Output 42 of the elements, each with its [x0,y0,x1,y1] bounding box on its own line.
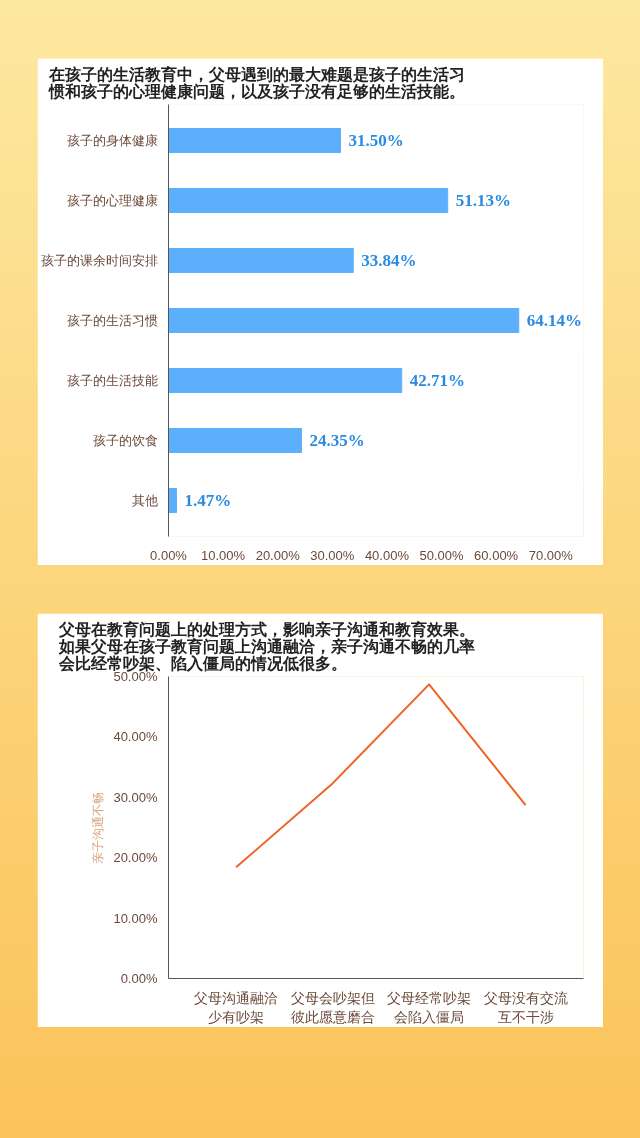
y-tick-label: 孩子的心理健康 [66,193,158,208]
data-label: 24.35% [309,431,365,450]
x-tick-label: 40.00% [364,547,410,563]
x-tick-label: 0.00% [150,547,188,563]
data-label: 51.13% [455,191,511,210]
y-tick-label: 孩子的课余时间安排 [40,253,158,268]
x-tick-label: 父母经常吵架会陷入僵局 [387,989,472,1025]
bar [168,428,302,453]
bar [168,308,520,333]
x-tick-label: 20.00% [255,547,301,563]
x-tick-label: 10.00% [201,547,246,563]
y-tick-label: 孩子的生活技能 [66,373,158,388]
bar [168,488,178,513]
x-tick-label: 父母没有交流互不干涉 [483,989,568,1025]
data-label: 64.14% [526,311,582,330]
x-tick-label: 30.00% [310,547,355,563]
bar [168,128,342,153]
chart-title: 父母在教育问题上的处理方式，影响亲子沟通和教育效果。如果父母在孩子教育问题上沟通融洽，亲子沟通不畅的几率会比经常吵架、陷入僵局的情况低很多。 [57,619,475,672]
x-tick-label: 70.00% [528,547,574,563]
y-tick-label: 其他 [131,493,158,508]
y-tick-label: 30.00% [113,789,158,805]
line-series [235,683,527,869]
y-axis-title: 亲子沟通不畅 [91,791,106,864]
data-label: 33.84% [361,251,417,270]
x-tick-label: 60.00% [474,547,519,563]
y-tick-label: 0.00% [120,971,158,986]
x-tick-label: 50.00% [419,547,465,563]
y-tick-label: 10.00% [113,910,158,926]
y-tick-label: 孩子的身体健康 [66,133,158,148]
x-tick-label: 父母会吵架但彼此愿意磨合 [290,989,375,1025]
data-label: 42.71% [409,371,465,390]
y-tick-label: 孩子的生活习惯 [66,313,158,328]
x-tick-label: 父母沟通融洽少有吵架 [194,989,279,1025]
y-tick-label: 20.00% [113,850,158,866]
y-tick-label: 40.00% [113,729,158,745]
data-label: 1.47% [184,491,232,510]
bar [168,368,403,393]
chart-title: 在孩子的生活教育中，父母遇到的最大难题是孩子的生活习惯和孩子的心理健康问题，以及孩子没有足够的生活技能。 [47,64,465,100]
y-tick-label: 孩子的饮食 [92,433,158,448]
data-label: 31.50% [348,131,404,150]
bar [168,248,354,273]
bar [168,188,449,213]
